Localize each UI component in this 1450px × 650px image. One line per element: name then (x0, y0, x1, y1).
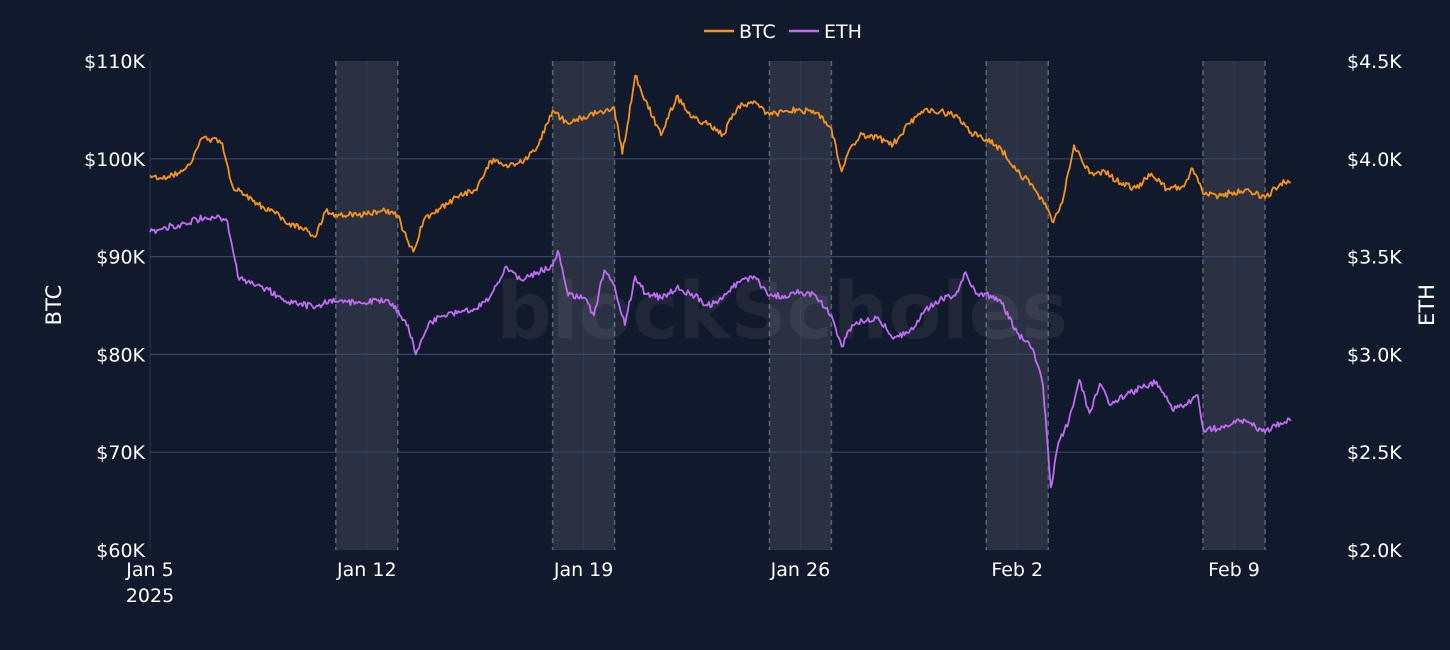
x-tick-label: Feb 2 (991, 559, 1043, 581)
right-tick-label: $3.0K (1347, 344, 1402, 366)
gridlines (149, 61, 1265, 550)
left-axis-title: BTC (42, 285, 66, 326)
left-tick-label: $80K (96, 344, 145, 366)
legend-item-btc[interactable]: BTC (704, 21, 776, 43)
left-tick-label: $110K (84, 51, 145, 73)
btc-line (149, 74, 1291, 253)
x-tick-sublabel: 2025 (126, 585, 174, 607)
x-tick-label: Jan 5 (125, 559, 173, 581)
x-tick-label: Feb 9 (1208, 559, 1260, 581)
watermark: blockScholes (496, 267, 1068, 357)
right-tick-label: $4.0K (1347, 149, 1402, 171)
eth-line (149, 214, 1292, 489)
left-tick-label: $100K (84, 149, 145, 171)
series-lines (149, 74, 1292, 489)
left-tick-label: $60K (96, 540, 145, 562)
right-tick-label: $4.5K (1347, 51, 1402, 73)
legend-item-eth[interactable]: ETH (789, 21, 862, 43)
x-tick-label: Jan 12 (336, 559, 397, 581)
left-tick-label: $90K (96, 247, 145, 269)
legend-label: ETH (824, 21, 862, 43)
left-axis-ticks: $60K $70K $80K $90K $100K $110K (84, 51, 145, 562)
x-tick-label: Jan 26 (770, 559, 831, 581)
right-axis-title: ETH (1415, 284, 1439, 326)
left-tick-label: $70K (96, 442, 145, 464)
right-tick-label: $3.5K (1347, 247, 1402, 269)
right-tick-label: $2.0K (1347, 540, 1402, 562)
x-tick-label: Jan 19 (553, 559, 614, 581)
x-axis-ticks: Jan 5 2025 Jan 12 Jan 19 Jan 26 Feb 2 Feb 9 (125, 559, 1260, 607)
legend[interactable]: BTC ETH (704, 21, 862, 43)
right-tick-label: $2.5K (1347, 442, 1402, 464)
legend-label: BTC (739, 21, 776, 43)
right-axis-ticks: $2.0K $2.5K $3.0K $3.5K $4.0K $4.5K (1347, 51, 1402, 562)
